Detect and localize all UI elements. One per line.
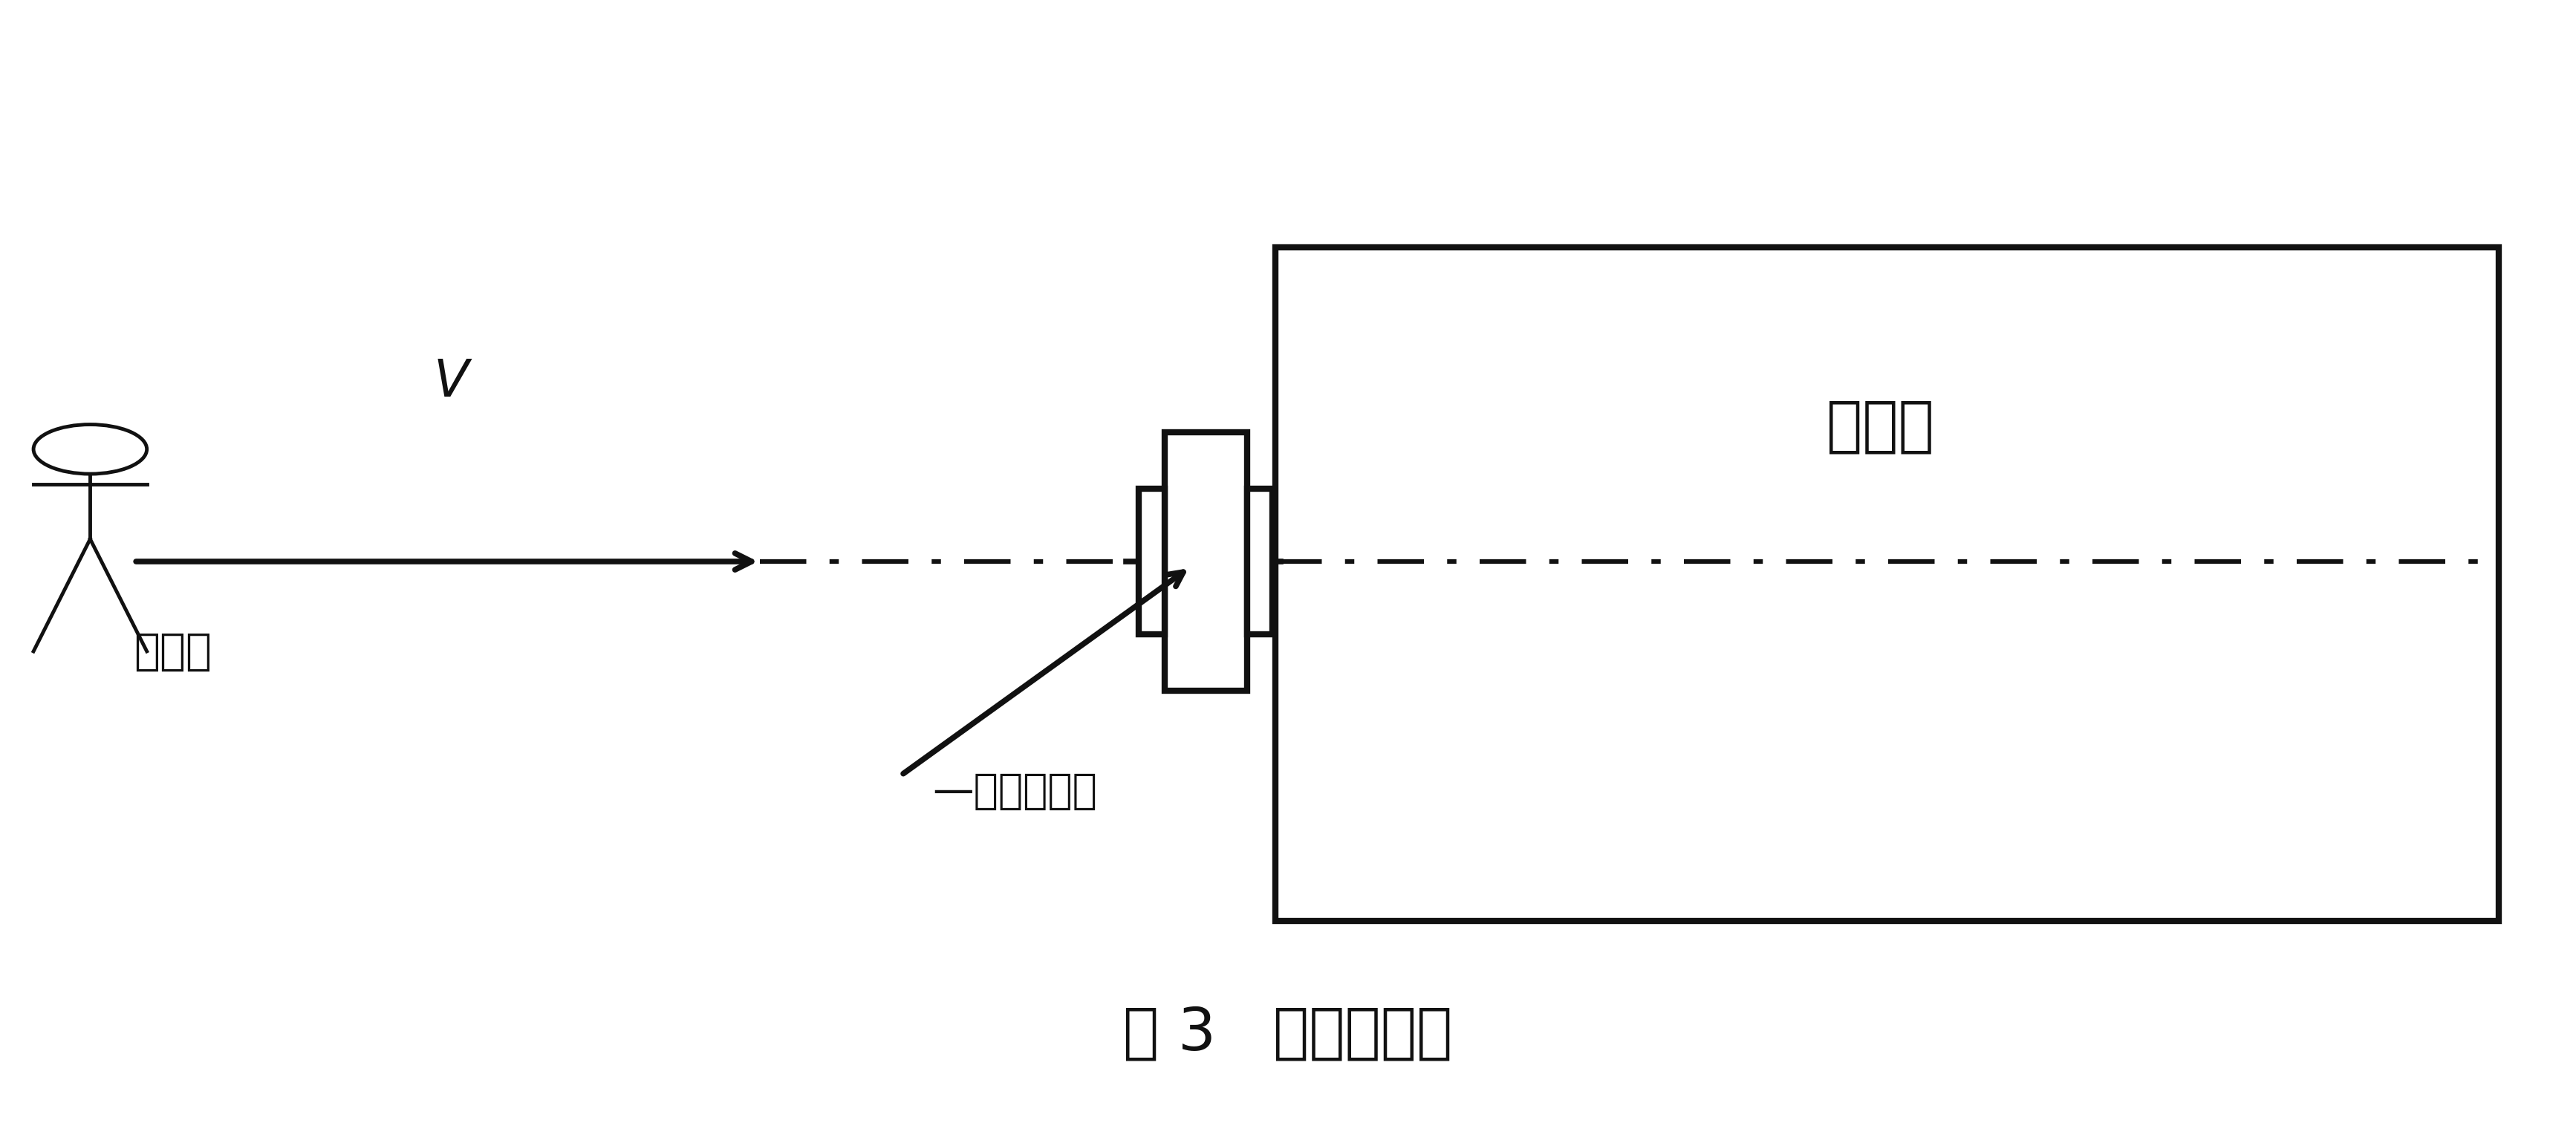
Bar (1247, 489, 1273, 634)
Text: 图 3   观察者位置: 图 3 观察者位置 (1123, 1004, 1453, 1062)
Bar (1275, 247, 2499, 921)
Text: —驱动轴端部: —驱动轴端部 (933, 772, 1097, 812)
Bar (1164, 432, 1247, 691)
Text: V: V (433, 357, 469, 407)
Text: 发动机: 发动机 (1826, 398, 1935, 456)
Bar (1139, 489, 1164, 634)
Text: 观察者: 观察者 (134, 630, 211, 673)
